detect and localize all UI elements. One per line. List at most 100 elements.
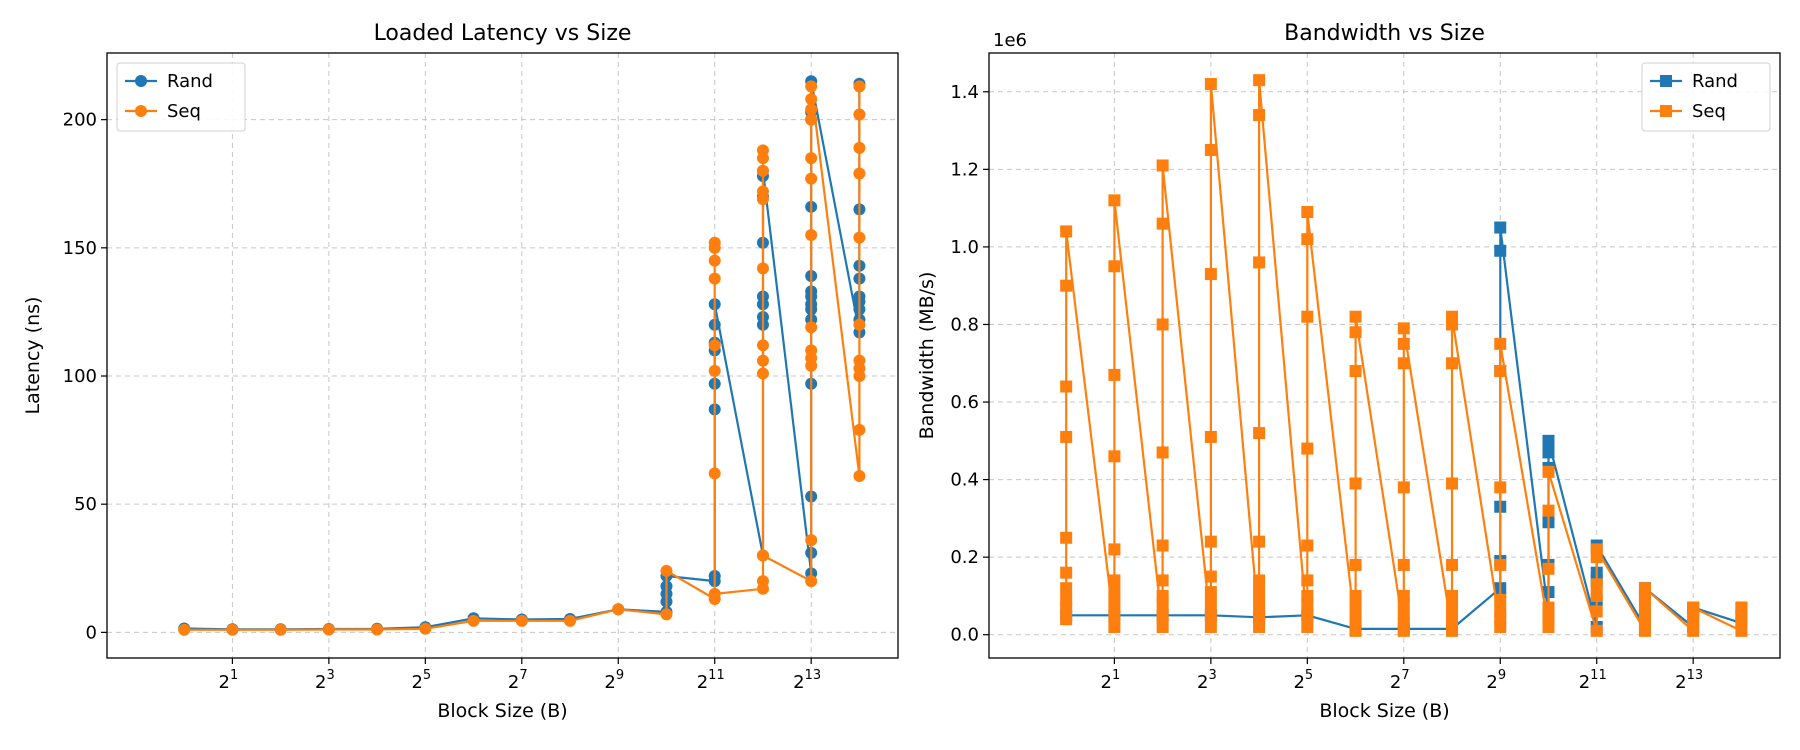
bandwidth-legend-marker-seq — [1660, 105, 1672, 117]
latency-y-tick-label: 150 — [63, 238, 97, 259]
latency-legend-label-rand: Rand — [167, 71, 213, 92]
bandwidth-point-seq — [1494, 605, 1507, 618]
bandwidth-x-axis-label: Block Size (B) — [1319, 700, 1449, 722]
latency-point-seq — [756, 185, 769, 198]
bandwidth-point-seq — [1060, 279, 1073, 292]
bandwidth-point-seq — [1542, 601, 1555, 614]
bandwidth-point-seq — [1687, 601, 1700, 614]
bandwidth-x-tick-label: 27 — [1390, 668, 1410, 693]
bandwidth-point-seq — [1253, 535, 1266, 548]
latency-point-seq — [708, 236, 721, 249]
bandwidth-point-seq — [1060, 593, 1073, 606]
latency-point-seq — [853, 318, 866, 331]
bandwidth-point-seq — [1590, 578, 1603, 591]
bandwidth-point-seq — [1156, 318, 1169, 331]
bandwidth-point-seq — [1156, 589, 1169, 602]
bandwidth-point-rand — [1542, 446, 1555, 459]
bandwidth-point-seq — [1156, 217, 1169, 230]
bandwidth-point-seq — [1108, 260, 1121, 273]
bandwidth-point-seq — [1204, 430, 1217, 443]
latency-chart-title: Loaded Latency vs Size — [374, 21, 632, 46]
bandwidth-point-seq — [1156, 574, 1169, 587]
latency-point-seq — [756, 339, 769, 352]
latency-point-seq — [708, 254, 721, 267]
bandwidth-y-axis-label: Bandwidth (MB/s) — [916, 272, 938, 440]
latency-point-seq — [612, 603, 625, 616]
bandwidth-point-seq — [1590, 624, 1603, 637]
bandwidth-x-tick-label: 23 — [1197, 668, 1217, 693]
bandwidth-point-seq — [1735, 601, 1748, 614]
bandwidth-point-seq — [1108, 574, 1121, 587]
latency-point-seq — [756, 575, 769, 588]
bandwidth-point-rand — [1494, 244, 1507, 257]
bandwidth-x-tick-label: 211 — [1579, 668, 1607, 693]
bandwidth-point-seq — [1397, 337, 1410, 350]
bandwidth-point-seq — [1253, 74, 1266, 87]
bandwidth-point-seq — [1060, 225, 1073, 238]
latency-point-seq — [708, 339, 721, 352]
latency-legend: Rand Seq — [116, 62, 246, 132]
latency-point-seq — [853, 80, 866, 93]
latency-point-seq — [805, 80, 818, 93]
bandwidth-point-seq — [1494, 481, 1507, 494]
bandwidth-point-seq — [1301, 442, 1314, 455]
latency-point-seq — [805, 152, 818, 165]
latency-point-seq — [805, 534, 818, 547]
bandwidth-legend-label-seq: Seq — [1692, 101, 1726, 122]
bandwidth-y-offset-text: 1e6 — [993, 30, 1027, 51]
bandwidth-y-tick-label: 0.0 — [950, 625, 979, 646]
bandwidth-point-seq — [1108, 609, 1121, 622]
bandwidth-point-seq — [1446, 357, 1459, 370]
bandwidth-point-seq — [1204, 143, 1217, 156]
bandwidth-point-seq — [1301, 620, 1314, 633]
bandwidth-point-seq — [1108, 368, 1121, 381]
latency-y-axis-label: Latency (ns) — [22, 297, 44, 415]
bandwidth-x-tick-label: 21 — [1101, 668, 1121, 693]
bandwidth-point-seq — [1253, 109, 1266, 122]
bandwidth-point-seq — [1108, 597, 1121, 610]
latency-point-seq — [805, 321, 818, 334]
bandwidth-point-seq — [1253, 256, 1266, 269]
bandwidth-point-seq — [1638, 582, 1651, 595]
latency-point-seq — [756, 354, 769, 367]
bandwidth-chart-title: Bandwidth vs Size — [1284, 21, 1485, 46]
bandwidth-point-seq — [1156, 620, 1169, 633]
latency-legend-label-seq: Seq — [167, 101, 201, 122]
bandwidth-point-seq — [1349, 326, 1362, 339]
latency-point-seq — [178, 623, 191, 636]
latency-x-tick-label: 29 — [604, 668, 624, 693]
latency-point-seq — [660, 564, 673, 577]
bandwidth-point-seq — [1397, 481, 1410, 494]
bandwidth-point-seq — [1108, 620, 1121, 633]
bandwidth-point-seq — [1349, 365, 1362, 378]
latency-point-seq — [756, 164, 769, 177]
bandwidth-point-seq — [1494, 337, 1507, 350]
bandwidth-point-seq — [1060, 380, 1073, 393]
bandwidth-point-seq — [1060, 566, 1073, 579]
latency-point-seq — [322, 623, 335, 636]
latency-point-seq — [805, 172, 818, 185]
latency-point-seq — [853, 108, 866, 121]
bandwidth-point-seq — [1204, 78, 1217, 91]
bandwidth-y-tick-label: 1.2 — [950, 159, 979, 180]
latency-y-tick-label: 100 — [63, 366, 97, 387]
bandwidth-point-seq — [1638, 609, 1651, 622]
bandwidth-point-rand — [1542, 434, 1555, 447]
latency-point-seq — [805, 113, 818, 126]
latency-x-tick-label: 213 — [793, 668, 821, 693]
bandwidth-point-seq — [1349, 558, 1362, 571]
latency-point-seq — [708, 364, 721, 377]
bandwidth-point-seq — [1542, 613, 1555, 626]
bandwidth-point-seq — [1253, 597, 1266, 610]
bandwidth-point-seq — [1204, 597, 1217, 610]
bandwidth-point-seq — [1301, 233, 1314, 246]
bandwidth-point-seq — [1301, 609, 1314, 622]
bandwidth-point-seq — [1397, 609, 1410, 622]
latency-x-axis-label: Block Size (B) — [437, 700, 567, 722]
bandwidth-point-seq — [1060, 582, 1073, 595]
bandwidth-point-seq — [1108, 194, 1121, 207]
bandwidth-chart: 21 23 25 27 29 211 213 0.0 0.2 0.4 0.6 0.8 1.0 1.2 1.… — [916, 21, 1781, 722]
latency-point-seq — [805, 103, 818, 116]
bandwidth-x-tick-label: 25 — [1293, 668, 1313, 693]
bandwidth-point-seq — [1494, 593, 1507, 606]
